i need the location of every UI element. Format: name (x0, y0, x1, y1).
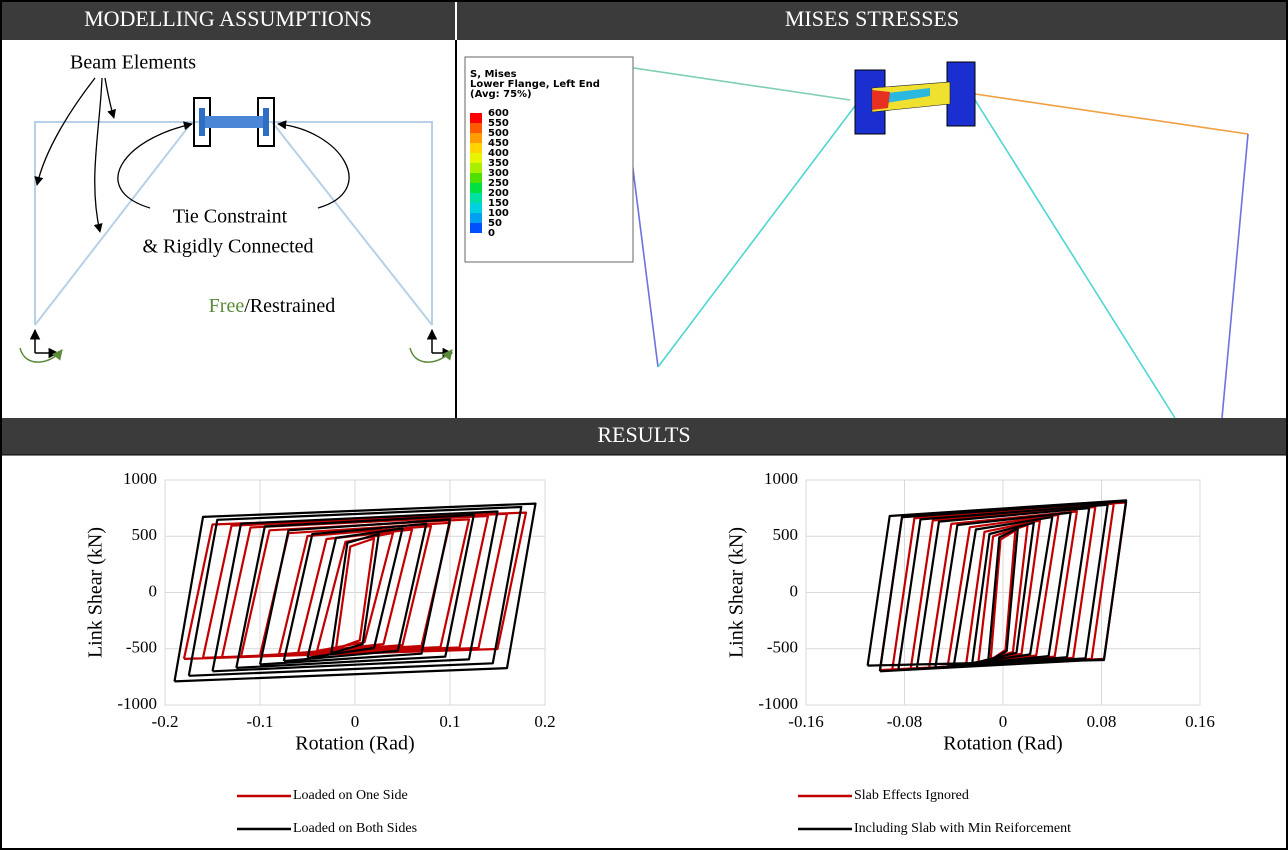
contour-swatch (470, 203, 482, 213)
contour-swatch (470, 153, 482, 163)
x-tick-label: 0 (999, 712, 1008, 731)
contour-swatch (470, 143, 482, 153)
y-tick-label: -500 (126, 638, 157, 657)
restrained-label: /Restrained (244, 295, 335, 317)
x-tick-label: -0.08 (887, 712, 922, 731)
link-web (205, 116, 263, 128)
contour-swatch (470, 133, 482, 143)
y-tick-label: 0 (149, 581, 158, 600)
x-tick-label: 0.16 (1185, 712, 1215, 731)
panel-title: MISES STRESSES (785, 6, 959, 31)
contour-swatch (470, 163, 482, 173)
y-tick-label: 1000 (764, 469, 798, 488)
link-contour (872, 90, 890, 110)
contour-swatch (470, 183, 482, 193)
contour-swatch (470, 173, 482, 183)
contour-swatch (470, 123, 482, 133)
y-tick-label: 0 (790, 581, 799, 600)
panel-title: RESULTS (597, 422, 690, 447)
label: Beam Elements (70, 52, 196, 74)
x-tick-label: -0.16 (788, 712, 823, 731)
page: {"panels": { "modelling": {"title": "MOD… (0, 0, 1288, 850)
label: & Rigidly Connected (142, 236, 313, 258)
legend-label: Loaded on Both Sides (293, 821, 417, 836)
contour-swatch (470, 193, 482, 203)
legend-value: 0 (488, 228, 495, 239)
figure: MODELLING ASSUMPTIONS MISES STRESSES RES… (0, 0, 1288, 850)
contour-swatch (470, 113, 482, 123)
contour-swatch (470, 213, 482, 223)
legend-label: Including Slab with Min Reiforcement (854, 821, 1071, 836)
y-tick-label: 500 (773, 525, 799, 544)
support (20, 330, 452, 362)
x-axis-label: Rotation (Rad) (295, 733, 414, 755)
y-tick-label: -1000 (758, 694, 798, 713)
end-plate (947, 62, 975, 126)
x-tick-label: 0.08 (1087, 712, 1117, 731)
y-tick-label: 1000 (123, 469, 157, 488)
y-axis-label: Link Shear (kN) (85, 527, 107, 658)
x-tick-label: -0.1 (247, 712, 274, 731)
label: Free/Restrained (209, 295, 336, 317)
free-label: Free (209, 295, 245, 317)
y-tick-label: 500 (132, 525, 158, 544)
y-tick-label: -1000 (117, 694, 157, 713)
deformed-frame (620, 66, 1248, 418)
x-tick-label: 0.1 (439, 712, 460, 731)
legend-label: Loaded on One Side (293, 788, 408, 803)
legend-label: Slab Effects Ignored (854, 788, 969, 803)
x-tick-label: 0 (351, 712, 360, 731)
y-tick-label: -500 (767, 638, 798, 657)
contour-swatch (470, 223, 482, 233)
panel-title: MODELLING ASSUMPTIONS (84, 6, 372, 31)
x-tick-label: 0.2 (534, 712, 555, 731)
x-axis-label: Rotation (Rad) (943, 733, 1062, 755)
label: Tie Constraint (173, 206, 288, 228)
y-axis-label: Link Shear (kN) (726, 527, 748, 658)
legend-title: (Avg: 75%) (470, 89, 532, 100)
x-tick-label: -0.2 (152, 712, 179, 731)
